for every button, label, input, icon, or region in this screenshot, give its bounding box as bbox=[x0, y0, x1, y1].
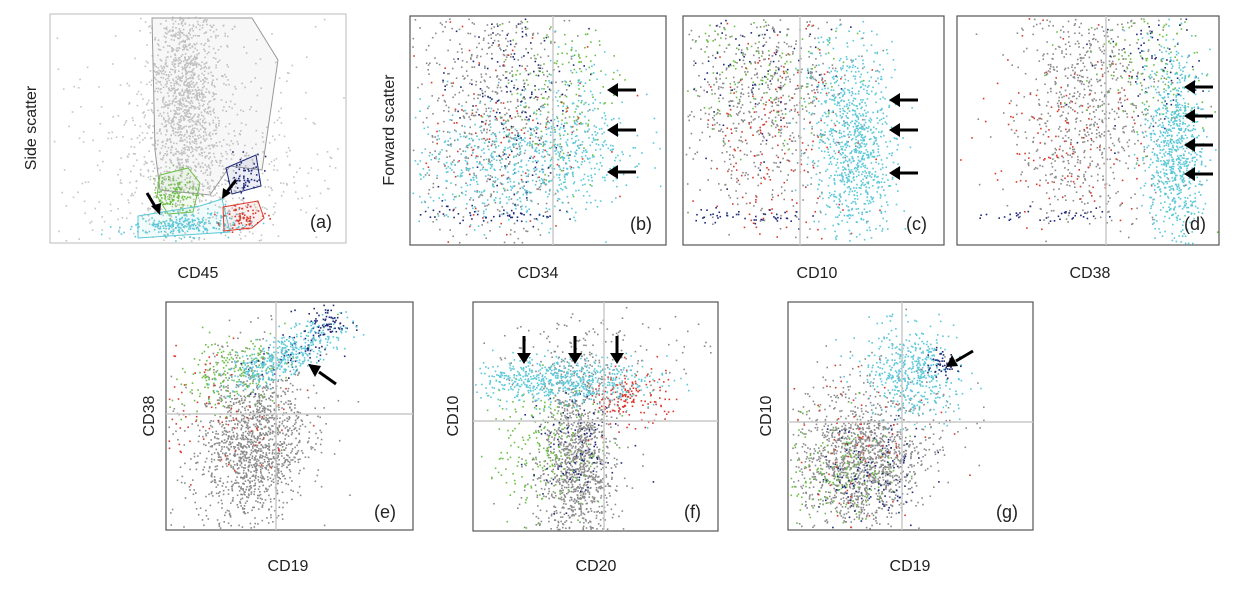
scatter-points-cyan bbox=[835, 313, 982, 431]
arrow bbox=[1184, 138, 1213, 152]
scatter-points-navy bbox=[308, 304, 345, 348]
arrow bbox=[610, 336, 624, 364]
arrow bbox=[222, 179, 238, 199]
panel-a-dots bbox=[53, 16, 345, 242]
xaxis-label-b: CD34 bbox=[518, 265, 559, 282]
panel-c: (c) CD10 bbox=[682, 15, 945, 282]
arrow bbox=[607, 83, 636, 97]
scatter-points-gray bbox=[800, 308, 985, 518]
arrow bbox=[517, 336, 531, 364]
scatter-points-cyan bbox=[780, 20, 913, 233]
scatter-points-red bbox=[960, 18, 1187, 231]
xaxis-label-g: CD19 bbox=[890, 558, 931, 575]
scatter-points-navy bbox=[693, 19, 852, 190]
panel-f: (f) CD20 CD10 bbox=[445, 301, 719, 575]
xaxis-label-c: CD10 bbox=[797, 265, 838, 282]
arrow bbox=[946, 349, 974, 367]
panel-tag-c: (c) bbox=[906, 214, 927, 234]
panel-d: (d) CD38 bbox=[956, 15, 1220, 282]
panel-tag-f: (f) bbox=[684, 502, 701, 522]
xaxis-label-e: CD19 bbox=[268, 558, 309, 575]
panel-tag-d: (d) bbox=[1184, 214, 1206, 234]
arrow bbox=[308, 364, 337, 386]
scatter-points-red bbox=[793, 358, 971, 528]
scatter-points-cyan bbox=[794, 24, 912, 242]
yaxis-label-f: CD10 bbox=[445, 395, 462, 436]
scatter-points-light_gray bbox=[126, 16, 251, 242]
scatter-points-green bbox=[458, 21, 626, 198]
panel-e: (e) CD19 CD38 bbox=[141, 301, 414, 575]
scatter-points-navy bbox=[227, 151, 267, 200]
yaxis-label-g: CD10 bbox=[758, 395, 775, 436]
panel-tag-a: (a) bbox=[310, 212, 332, 232]
yaxis-label-a: Side scatter bbox=[23, 85, 40, 170]
xaxis-label-a: CD45 bbox=[178, 265, 219, 282]
arrow bbox=[145, 192, 161, 215]
arrow bbox=[1184, 167, 1213, 181]
arrow bbox=[607, 165, 636, 179]
arrow bbox=[1184, 109, 1213, 123]
scatter-points-green bbox=[790, 391, 913, 524]
scatter-points-red bbox=[692, 22, 881, 240]
panel-b: (b) CD34 Forward scatter bbox=[381, 15, 667, 282]
arrow bbox=[889, 123, 918, 137]
arrow bbox=[607, 123, 636, 137]
scatter-points-cyan bbox=[1123, 18, 1211, 177]
scatter-points-light_gray bbox=[53, 18, 339, 240]
panel-tag-e: (e) bbox=[374, 502, 396, 522]
scatter-points-cyan bbox=[412, 79, 662, 243]
scatter-points-green bbox=[152, 164, 204, 226]
gate-red bbox=[222, 200, 265, 232]
panel-g-dots bbox=[790, 308, 985, 530]
arrow bbox=[1184, 80, 1213, 94]
panel-a: (a) CD45 Side scatter bbox=[23, 13, 347, 282]
scatter-points-green bbox=[169, 313, 339, 421]
scatter-points-navy bbox=[520, 392, 655, 515]
scatter-points-navy bbox=[695, 207, 814, 230]
yaxis-label-e: CD38 bbox=[141, 395, 158, 436]
panel-c-dots bbox=[685, 19, 913, 242]
scatter-points-cyan bbox=[475, 349, 690, 429]
scatter-points-navy bbox=[419, 204, 571, 228]
scatter-points-navy bbox=[979, 205, 1111, 222]
scatter-points-gray bbox=[493, 406, 634, 531]
scatter-points-gray bbox=[975, 18, 1212, 243]
panel-f-dots bbox=[475, 306, 712, 531]
panel-e-dots bbox=[168, 304, 365, 529]
xaxis-label-d: CD38 bbox=[1070, 265, 1111, 282]
scatter-points-navy bbox=[817, 415, 940, 529]
gate-green bbox=[156, 167, 201, 215]
scatter-points-green bbox=[480, 364, 624, 529]
arrow bbox=[568, 336, 582, 364]
scatter-points-gray bbox=[483, 306, 712, 402]
arrow bbox=[889, 93, 918, 107]
scatter-points-gray bbox=[790, 364, 959, 530]
panel-b-dots bbox=[412, 18, 662, 244]
gate-cyan bbox=[137, 198, 231, 239]
scatter-points-cyan bbox=[208, 311, 365, 399]
panel-g-frame bbox=[787, 301, 1034, 531]
scatter-points-red bbox=[168, 337, 315, 486]
gate-gray bbox=[151, 17, 279, 196]
panel-tag-b: (b) bbox=[630, 214, 652, 234]
yaxis-label-b: Forward scatter bbox=[381, 74, 398, 186]
panel-tag-g: (g) bbox=[996, 502, 1018, 522]
panel-g: (g) CD19 CD10 bbox=[758, 301, 1034, 575]
xaxis-label-f: CD20 bbox=[576, 558, 617, 575]
gate-navy bbox=[225, 154, 262, 195]
arrow bbox=[889, 166, 918, 180]
